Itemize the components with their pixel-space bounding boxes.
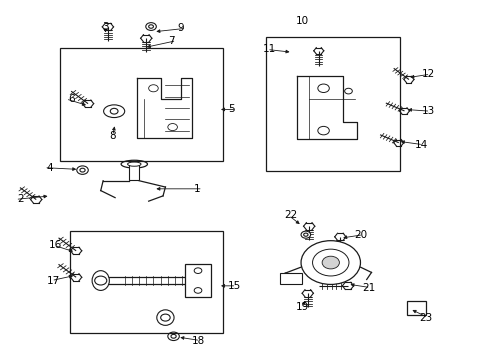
Text: 2: 2 [18,194,24,204]
Bar [129,164,139,180]
Circle shape [322,256,339,269]
Text: 8: 8 [109,131,116,141]
Text: 11: 11 [262,45,275,54]
Text: 13: 13 [421,106,434,116]
Circle shape [344,88,351,94]
Text: 18: 18 [191,336,204,346]
Text: 4: 4 [46,163,53,173]
Text: 7: 7 [167,36,174,46]
Text: 21: 21 [361,283,374,293]
Bar [184,264,210,297]
Circle shape [167,123,177,131]
Circle shape [194,288,202,293]
Circle shape [194,268,202,274]
Text: 17: 17 [47,275,60,285]
Text: 23: 23 [419,312,432,323]
Circle shape [80,168,85,172]
Circle shape [145,23,156,30]
Circle shape [77,166,88,174]
Ellipse shape [157,310,174,325]
Circle shape [148,25,153,28]
Text: 19: 19 [295,302,308,312]
Bar [280,273,302,284]
Text: 10: 10 [295,16,308,26]
Ellipse shape [127,162,141,166]
Bar [69,231,223,333]
Circle shape [148,85,158,92]
Text: 1: 1 [194,184,201,194]
Text: 14: 14 [414,140,427,150]
Circle shape [301,231,310,238]
Text: 12: 12 [421,69,434,79]
Circle shape [171,334,176,338]
Circle shape [161,314,170,321]
Circle shape [95,276,106,285]
Ellipse shape [121,160,147,168]
Text: 16: 16 [49,240,62,250]
Circle shape [317,84,328,93]
Ellipse shape [92,271,109,291]
Circle shape [301,241,360,284]
Circle shape [312,249,348,276]
Bar [265,37,399,171]
Ellipse shape [103,105,124,118]
Text: 9: 9 [177,23,183,33]
Circle shape [167,332,179,341]
Bar [407,301,425,315]
Text: 3: 3 [102,22,109,32]
Bar [60,48,223,161]
Text: 22: 22 [284,210,297,220]
Circle shape [110,108,118,114]
Text: 20: 20 [354,230,367,240]
Text: 5: 5 [227,104,234,114]
Circle shape [303,233,307,236]
Text: 6: 6 [68,94,74,104]
Text: 15: 15 [227,281,241,291]
Circle shape [317,126,328,135]
